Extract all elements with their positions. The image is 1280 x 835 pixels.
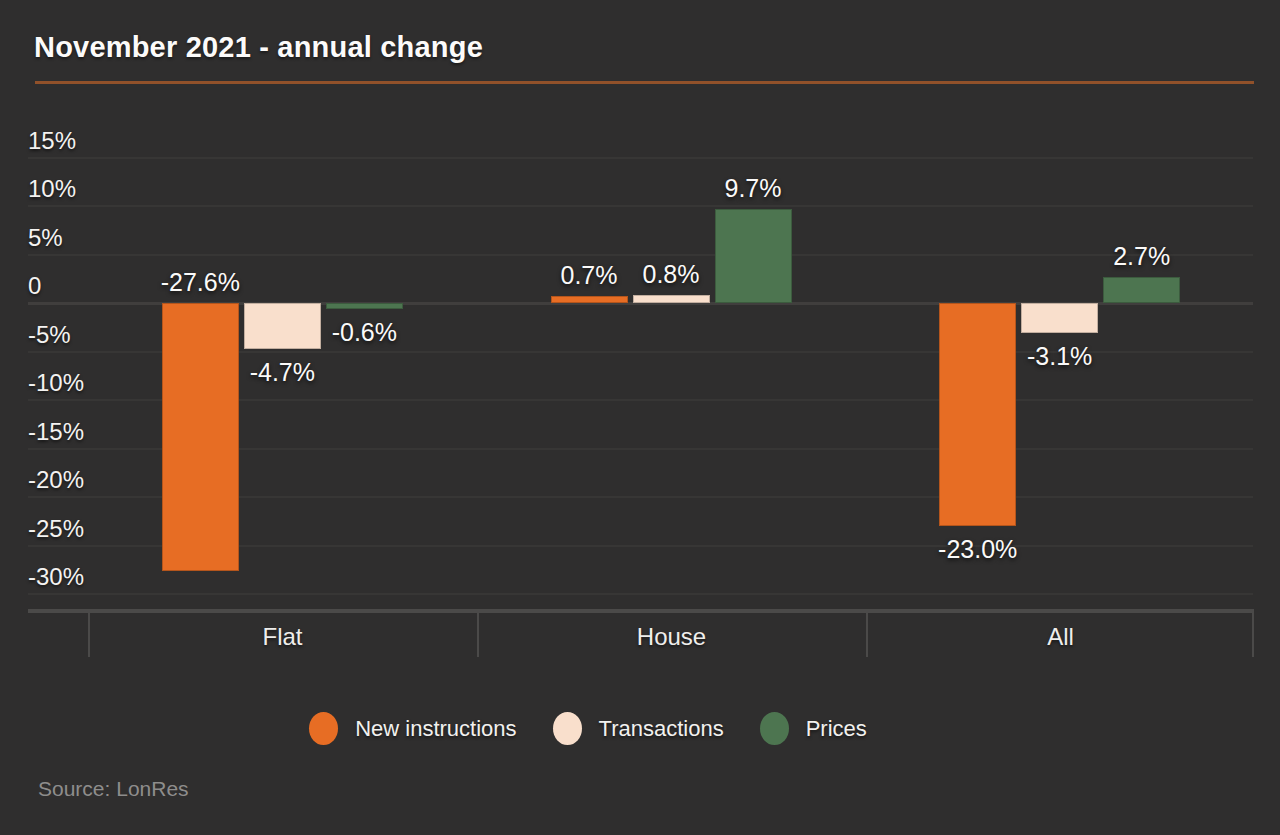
bar-new-instructions-all bbox=[939, 303, 1016, 526]
legend-label: Prices bbox=[806, 716, 867, 742]
value-label: -3.1% bbox=[980, 341, 1140, 371]
y-tick-label: -10% bbox=[28, 369, 118, 397]
y-tick-label: 10% bbox=[28, 175, 118, 203]
legend-swatch-transactions bbox=[553, 712, 582, 745]
value-label: 2.7% bbox=[1062, 241, 1222, 271]
value-label: -27.6% bbox=[120, 267, 280, 297]
legend-label: Transactions bbox=[599, 716, 724, 742]
category-label-flat: Flat bbox=[88, 622, 477, 652]
gridline bbox=[28, 205, 1253, 207]
legend-swatch-new-instructions bbox=[309, 712, 338, 745]
legend-label: New instructions bbox=[355, 716, 516, 742]
legend-item-prices: Prices bbox=[760, 712, 867, 745]
bar-prices-all bbox=[1103, 277, 1180, 303]
source-note: Source: LonRes bbox=[38, 777, 189, 801]
y-tick-label: -20% bbox=[28, 466, 118, 494]
category-label-house: House bbox=[477, 622, 866, 652]
bar-new-instructions-house bbox=[551, 296, 628, 303]
bar-transactions-house bbox=[633, 295, 710, 303]
legend-item-transactions: Transactions bbox=[553, 712, 724, 745]
legend-item-new-instructions: New instructions bbox=[309, 712, 516, 745]
y-tick-label: -15% bbox=[28, 418, 118, 446]
gridline bbox=[28, 593, 1253, 595]
bar-new-instructions-flat bbox=[162, 303, 239, 571]
bar-prices-house bbox=[715, 209, 792, 303]
bar-transactions-all bbox=[1021, 303, 1098, 333]
chart-card: November 2021 - annual change 15%10%5%0-… bbox=[0, 0, 1280, 835]
y-tick-label: -30% bbox=[28, 563, 118, 591]
category-label-all: All bbox=[866, 622, 1255, 652]
gridline bbox=[28, 157, 1253, 159]
y-tick-label: -5% bbox=[28, 321, 118, 349]
legend: New instructions Transactions Prices bbox=[0, 712, 1228, 745]
value-label: 9.7% bbox=[673, 173, 833, 203]
y-tick-label: 15% bbox=[28, 127, 118, 155]
plot-area: 15%10%5%0-5%-10%-15%-20%-25%-30%-27.6%0.… bbox=[0, 0, 1280, 835]
y-tick-label: -25% bbox=[28, 515, 118, 543]
value-label: -23.0% bbox=[898, 534, 1058, 564]
y-tick-label: 0 bbox=[28, 272, 118, 300]
x-axis-line bbox=[28, 609, 1254, 613]
legend-swatch-prices bbox=[760, 712, 789, 745]
value-label: -4.7% bbox=[202, 357, 362, 387]
value-label: -0.6% bbox=[284, 317, 444, 347]
bar-prices-flat bbox=[326, 303, 403, 309]
y-tick-label: 5% bbox=[28, 224, 118, 252]
